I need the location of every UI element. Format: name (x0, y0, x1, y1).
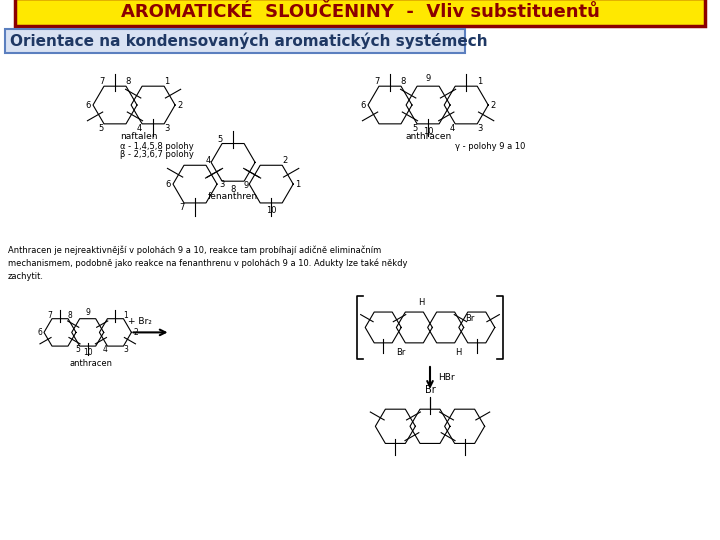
Text: 2: 2 (178, 100, 183, 110)
Text: anthracen: anthracen (70, 359, 113, 368)
Text: 4: 4 (103, 345, 108, 354)
Text: Br: Br (396, 348, 405, 356)
Text: 2: 2 (282, 157, 287, 165)
Text: 1: 1 (477, 77, 482, 86)
Text: 5: 5 (412, 124, 417, 133)
Text: 4: 4 (450, 124, 455, 133)
Text: 5: 5 (99, 124, 104, 133)
Text: β - 2,3,6,7 polohy: β - 2,3,6,7 polohy (120, 151, 194, 159)
Text: 4: 4 (206, 157, 211, 165)
Text: α - 1,4,5,8 polohy: α - 1,4,5,8 polohy (120, 141, 194, 151)
Text: Orientace na kondensovaných aromatických systémech: Orientace na kondensovaných aromatických… (10, 32, 487, 49)
Text: 6: 6 (37, 328, 42, 337)
Text: Br: Br (425, 384, 436, 395)
Text: 9: 9 (244, 181, 249, 190)
Text: 9: 9 (85, 308, 90, 317)
Text: H: H (456, 348, 462, 356)
Text: 8: 8 (126, 77, 131, 86)
Text: 1: 1 (123, 311, 128, 320)
Text: anthracen: anthracen (405, 132, 451, 140)
Text: 2: 2 (490, 100, 496, 110)
FancyBboxPatch shape (5, 29, 465, 52)
Text: H: H (418, 299, 425, 307)
Text: fenanthren: fenanthren (208, 192, 258, 201)
Text: 8: 8 (68, 311, 73, 320)
Text: Anthracen je nejreaktivnější v polohách 9 a 10, reakce tam probíhají adičně elim: Anthracen je nejreaktivnější v polohách … (8, 245, 408, 281)
Text: + Br₂: + Br₂ (128, 318, 153, 327)
Text: 8: 8 (401, 77, 406, 86)
Text: 4: 4 (137, 124, 143, 133)
Text: 7: 7 (374, 77, 379, 86)
Text: 10: 10 (423, 127, 433, 136)
Text: 7: 7 (48, 311, 53, 320)
Text: 3: 3 (220, 180, 225, 188)
Text: 5: 5 (217, 135, 222, 144)
Text: 2: 2 (133, 328, 138, 337)
Text: 7: 7 (99, 77, 104, 86)
Text: 9: 9 (426, 74, 431, 83)
Text: naftalen: naftalen (120, 132, 158, 140)
Text: 3: 3 (477, 124, 482, 133)
Text: 3: 3 (123, 345, 128, 354)
Text: 6: 6 (166, 180, 171, 188)
Text: γ - polohy 9 a 10: γ - polohy 9 a 10 (455, 141, 526, 151)
Text: 10: 10 (83, 348, 93, 356)
Text: 10: 10 (266, 206, 276, 215)
Text: 3: 3 (164, 124, 169, 133)
Text: 5: 5 (76, 345, 80, 354)
Text: 8: 8 (230, 185, 235, 193)
Text: 1: 1 (296, 180, 301, 188)
Text: 6: 6 (85, 100, 91, 110)
Text: AROMATICKÉ  SLOUČENINY  -  Vliv substituentů: AROMATICKÉ SLOUČENINY - Vliv substituent… (120, 3, 600, 21)
Text: Br: Br (465, 314, 474, 322)
Text: HBr: HBr (438, 373, 454, 382)
Text: 7: 7 (179, 202, 184, 212)
FancyBboxPatch shape (15, 0, 705, 26)
Text: 6: 6 (360, 100, 366, 110)
Text: 1: 1 (164, 77, 169, 86)
